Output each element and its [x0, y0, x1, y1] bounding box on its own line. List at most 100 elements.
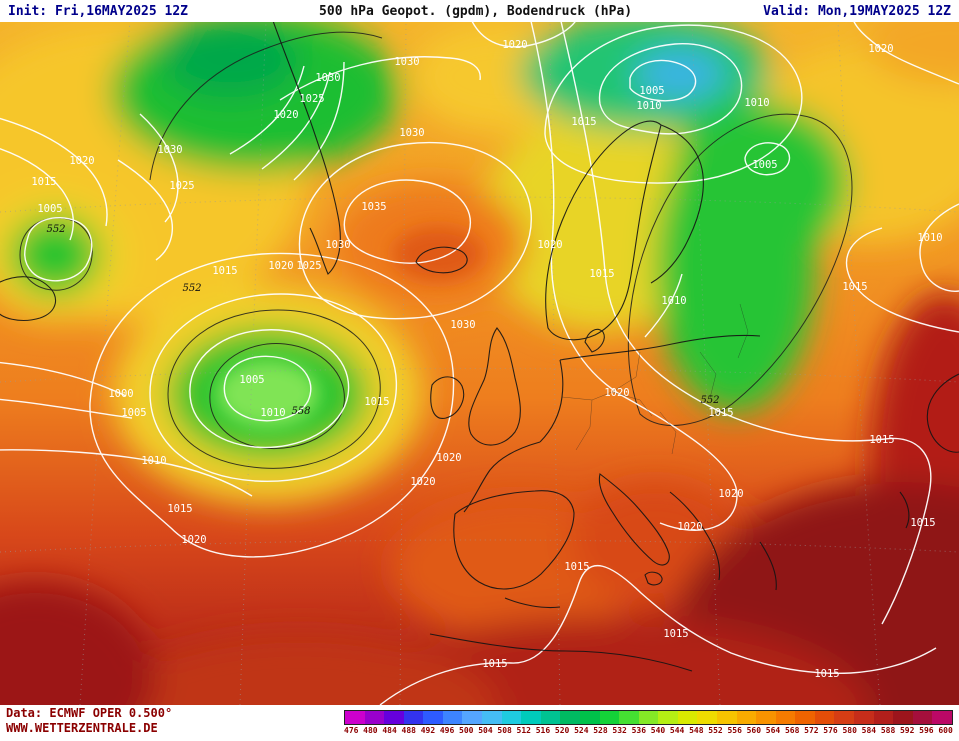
colorbar-segment: [638, 711, 659, 724]
isobar-label: 1035: [361, 201, 386, 213]
colorbar-tick: 540: [650, 726, 666, 735]
isobar-label: 1020: [537, 239, 562, 251]
colorbar-tick: 512: [516, 726, 531, 735]
isobar-label: 1000: [108, 388, 133, 400]
colorbar-segment: [403, 711, 424, 724]
isobar-label: 1010: [744, 97, 769, 109]
colorbar-segment: [677, 711, 698, 724]
colorbar-tick: 592: [899, 726, 915, 735]
colorbar-ticks: 476 480 484 488 492 496 500 504 508 512 516 520 524 5…: [344, 726, 953, 735]
weather-map: 552 552 558 552 1020 1015 1005 1030 1025 1020 102…: [0, 22, 959, 705]
colorbar-segment: [795, 711, 815, 724]
colorbar-tick: 504: [478, 726, 493, 735]
colorbar-segment: [756, 711, 776, 724]
colorbar-segment: [834, 711, 855, 724]
colorbar-segment: [364, 711, 385, 724]
isobar-label: 1030: [394, 56, 419, 68]
valid-label: Valid: Mon,19MAY2025 12Z: [763, 3, 951, 19]
isobar-label: 1015: [589, 268, 614, 280]
isobar-label: 1020: [69, 155, 94, 167]
isobar-label: 1015: [869, 434, 894, 446]
isobar-label: 1030: [399, 127, 424, 139]
colorbar-segment: [873, 711, 894, 724]
height-label-layer: 552 552 558 552: [46, 224, 719, 417]
colorbar-tick: 500: [459, 726, 474, 735]
colorbar-tick: 484: [382, 726, 397, 735]
isobar-label: 1015: [708, 407, 733, 419]
init-label: Init: Fri,16MAY2025 12Z: [8, 3, 189, 19]
isobar-label: 1030: [315, 72, 340, 84]
isobar-label: 1025: [169, 180, 194, 192]
colorbar-tick: 528: [593, 726, 608, 735]
isobar-label: 1005: [121, 407, 146, 419]
isobar-label: 1015: [663, 628, 688, 640]
colorbar-tick: 600: [938, 726, 953, 735]
colorbar-segment: [619, 711, 639, 724]
isobar-label: 1010: [260, 407, 285, 419]
isobar-label: 1015: [364, 396, 389, 408]
colorbar-segment: [345, 711, 365, 724]
colorbar-tick: 480: [363, 726, 378, 735]
isobar-label: 1015: [814, 668, 839, 680]
isobar-label: 1010: [917, 232, 942, 244]
colorbar-tick: 524: [574, 726, 589, 735]
colorbar-segment: [560, 711, 580, 724]
isobar-label: 1020: [604, 387, 629, 399]
colorbar-tick: 568: [784, 726, 800, 735]
isobar-label: 1030: [325, 239, 350, 251]
footer: Data: ECMWF OPER 0.500° WWW.WETTERZENTRA…: [0, 705, 959, 741]
colorbar-tick: 584: [861, 726, 877, 735]
colorbar-tick: 596: [919, 726, 934, 735]
colorbar-segment: [716, 711, 737, 724]
isobar-label: 1010: [141, 455, 166, 467]
height-label: 552: [182, 283, 201, 294]
colorbar-tick: 516: [535, 726, 551, 735]
colorbar-segment: [579, 711, 600, 724]
colorbar-tick: 576: [823, 726, 838, 735]
isobar-label: 1020: [181, 534, 206, 546]
grid-lines: [0, 22, 959, 705]
colorbar-tick: 520: [554, 726, 570, 735]
isobar-label: 1020: [677, 521, 702, 533]
isobar-label-layer: 1020 1015 1005 1030 1025 1020 1025 1030 1030 1030…: [31, 39, 942, 680]
colorbar-segment: [501, 711, 522, 724]
isobar-label: 1020: [718, 488, 743, 500]
isobar-label: 1015: [482, 658, 507, 670]
colorbar-tick: 476: [344, 726, 359, 735]
map-title: 500 hPa Geopot. (gpdm), Bodendruck (hPa): [319, 3, 633, 19]
colorbar-segment: [658, 711, 678, 724]
isobar-label: 1015: [212, 265, 237, 277]
isobar-label: 1015: [571, 116, 596, 128]
isobar-label: 1020: [436, 452, 461, 464]
height-label: 552: [46, 224, 65, 235]
colorbar-segment: [423, 711, 443, 724]
credits: Data: ECMWF OPER 0.500° WWW.WETTERZENTRA…: [6, 706, 344, 741]
site-label: WWW.WETTERZENTRALE.DE: [6, 721, 158, 735]
colorbar-tick: 532: [612, 726, 627, 735]
country-borders: [561, 303, 749, 455]
colorbar-tick: 564: [765, 726, 781, 735]
colorbar-segment: [893, 711, 913, 724]
height-label: 552: [700, 395, 719, 406]
colorbar-tick: 580: [842, 726, 857, 735]
isobar-label: 1015: [842, 281, 867, 293]
height-label: 558: [291, 406, 310, 417]
colorbar-tick: 552: [708, 726, 723, 735]
isobar-label: 1025: [296, 260, 321, 272]
colorbar: [344, 710, 953, 725]
coastlines: [0, 22, 959, 672]
height-contours: [19, 31, 853, 469]
colorbar-segment: [482, 711, 502, 724]
isobar-label: 1015: [910, 517, 935, 529]
colorbar-tick: 560: [746, 726, 762, 735]
isobar-label: 1010: [636, 100, 661, 112]
colorbar-segment: [697, 711, 717, 724]
colorbar-segment: [736, 711, 757, 724]
color-field: [0, 22, 959, 705]
isobars: [0, 22, 959, 705]
isobar-label: 1020: [273, 109, 298, 121]
colorbar-segment: [814, 711, 835, 724]
colorbar-segment: [854, 711, 874, 724]
isobar-label: 1005: [37, 203, 62, 215]
